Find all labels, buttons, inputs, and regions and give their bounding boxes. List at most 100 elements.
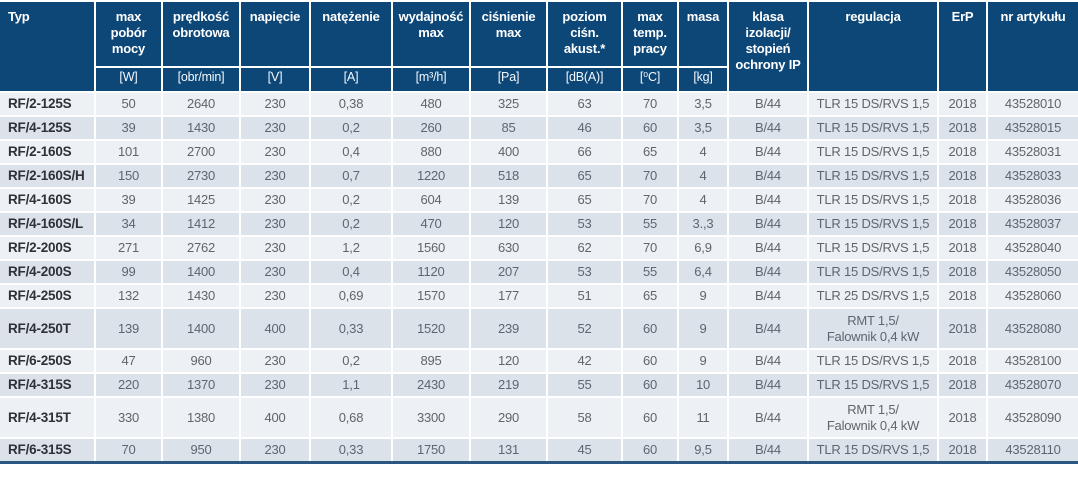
cell-poziom-cisn-akust: 63 — [546, 91, 623, 118]
cell-masa: 3,5 — [677, 91, 729, 118]
cell-napiecie: 230 — [239, 211, 311, 238]
cell-natezenie: 0,4 — [309, 259, 393, 286]
cell-masa: 4 — [677, 139, 729, 166]
cell-predkosc-obrotowa: 1400 — [161, 259, 241, 286]
cell-klasa-izolacji: B/44 — [727, 187, 809, 214]
cell-max-pobor-mocy: 70 — [94, 437, 163, 464]
cell-poziom-cisn-akust: 51 — [546, 283, 623, 310]
cell-klasa-izolacji: B/44 — [727, 235, 809, 262]
cell-masa: 9,5 — [677, 437, 729, 464]
cell-typ: RF/4-250S — [0, 283, 96, 310]
cell-nr-artykulu: 43528050 — [986, 259, 1078, 286]
table-row: RF/6-315S 70 950 230 0,33 1750 131 45 60 9,5 B/44 T… — [0, 437, 1078, 464]
unit-max-temp-pracy: [⁰C] — [621, 65, 679, 94]
cell-napiecie: 230 — [239, 348, 311, 375]
cell-max-temp-pracy: 70 — [621, 187, 679, 214]
cell-regulacja: TLR 15 DS/RVS 1,5 — [807, 259, 939, 286]
cell-poziom-cisn-akust: 53 — [546, 259, 623, 286]
cell-max-temp-pracy: 70 — [621, 163, 679, 190]
cell-predkosc-obrotowa: 1370 — [161, 372, 241, 399]
cell-nr-artykulu: 43528037 — [986, 211, 1078, 238]
cell-erp: 2018 — [937, 235, 988, 262]
cell-masa: 6,9 — [677, 235, 729, 262]
cell-klasa-izolacji: B/44 — [727, 348, 809, 375]
cell-erp: 2018 — [937, 163, 988, 190]
cell-napiecie: 230 — [239, 115, 311, 142]
cell-natezenie: 0,7 — [309, 163, 393, 190]
cell-max-pobor-mocy: 101 — [94, 139, 163, 166]
cell-predkosc-obrotowa: 2700 — [161, 139, 241, 166]
cell-max-temp-pracy: 60 — [621, 115, 679, 142]
cell-natezenie: 0,68 — [309, 396, 393, 440]
cell-max-temp-pracy: 70 — [621, 91, 679, 118]
cell-masa: 3,5 — [677, 115, 729, 142]
cell-cisnienie-max: 400 — [469, 139, 548, 166]
cell-poziom-cisn-akust: 58 — [546, 396, 623, 440]
cell-max-pobor-mocy: 39 — [94, 115, 163, 142]
cell-wydajnosc-max: 480 — [391, 91, 471, 118]
cell-masa: 3.,3 — [677, 211, 729, 238]
cell-masa: 9 — [677, 348, 729, 375]
cell-predkosc-obrotowa: 1425 — [161, 187, 241, 214]
cell-erp: 2018 — [937, 372, 988, 399]
cell-max-pobor-mocy: 99 — [94, 259, 163, 286]
cell-natezenie: 0,4 — [309, 139, 393, 166]
cell-klasa-izolacji: B/44 — [727, 396, 809, 440]
cell-napiecie: 230 — [239, 372, 311, 399]
cell-napiecie: 230 — [239, 91, 311, 118]
cell-klasa-izolacji: B/44 — [727, 139, 809, 166]
cell-klasa-izolacji: B/44 — [727, 115, 809, 142]
cell-predkosc-obrotowa: 1412 — [161, 211, 241, 238]
cell-natezenie: 0,2 — [309, 211, 393, 238]
cell-predkosc-obrotowa: 2730 — [161, 163, 241, 190]
cell-masa: 11 — [677, 396, 729, 440]
cell-masa: 9 — [677, 307, 729, 351]
column-header-klasa-izolacji: klasa izolacji/ stopień ochrony IP — [727, 0, 809, 94]
cell-regulacja: RMT 1,5/ Falownik 0,4 kW — [807, 307, 939, 351]
cell-predkosc-obrotowa: 1430 — [161, 115, 241, 142]
table-row: RF/2-200S 271 2762 230 1,2 1560 630 62 70 6,9 B/44… — [0, 235, 1078, 262]
cell-natezenie: 1,1 — [309, 372, 393, 399]
cell-predkosc-obrotowa: 1380 — [161, 396, 241, 440]
cell-natezenie: 0,33 — [309, 307, 393, 351]
cell-napiecie: 230 — [239, 235, 311, 262]
cell-max-pobor-mocy: 139 — [94, 307, 163, 351]
column-header-predkosc-obrotowa: prędkość obrotowa — [161, 0, 241, 68]
table-row: RF/4-250T 139 1400 400 0,33 1520 239 52 60 9 B/44 R… — [0, 307, 1078, 351]
cell-wydajnosc-max: 1220 — [391, 163, 471, 190]
column-header-natezenie: natężenie — [309, 0, 393, 68]
cell-wydajnosc-max: 1520 — [391, 307, 471, 351]
column-header-masa: masa — [677, 0, 729, 68]
table-header: Typ max pobór mocy prędkość obrotowa nap… — [0, 0, 1078, 94]
cell-nr-artykulu: 43528036 — [986, 187, 1078, 214]
cell-erp: 2018 — [937, 348, 988, 375]
cell-erp: 2018 — [937, 437, 988, 464]
unit-masa: [kg] — [677, 65, 728, 94]
cell-klasa-izolacji: B/44 — [727, 307, 809, 351]
cell-wydajnosc-max: 1750 — [391, 437, 471, 464]
column-header-regulacja: regulacja — [807, 0, 939, 94]
cell-regulacja: TLR 15 DS/RVS 1,5 — [807, 437, 939, 464]
cell-regulacja: TLR 15 DS/RVS 1,5 — [807, 163, 939, 190]
cell-max-pobor-mocy: 150 — [94, 163, 163, 190]
cell-predkosc-obrotowa: 1430 — [161, 283, 241, 310]
cell-cisnienie-max: 120 — [469, 211, 548, 238]
cell-erp: 2018 — [937, 211, 988, 238]
cell-masa: 10 — [677, 372, 729, 399]
cell-natezenie: 0,2 — [309, 187, 393, 214]
cell-wydajnosc-max: 2430 — [391, 372, 471, 399]
cell-natezenie: 0,33 — [309, 437, 393, 464]
cell-natezenie: 0,2 — [309, 115, 393, 142]
cell-cisnienie-max: 85 — [469, 115, 548, 142]
cell-nr-artykulu: 43528110 — [986, 437, 1078, 464]
column-header-max-pobor-mocy: max pobór mocy — [94, 0, 163, 68]
cell-wydajnosc-max: 3300 — [391, 396, 471, 440]
cell-nr-artykulu: 43528070 — [986, 372, 1078, 399]
cell-max-temp-pracy: 65 — [621, 283, 679, 310]
cell-erp: 2018 — [937, 139, 988, 166]
cell-regulacja: TLR 15 DS/RVS 1,5 — [807, 115, 939, 142]
column-header-max-temp-pracy: max temp. pracy — [621, 0, 679, 68]
cell-max-pobor-mocy: 50 — [94, 91, 163, 118]
unit-natezenie: [A] — [309, 65, 393, 94]
cell-cisnienie-max: 120 — [469, 348, 548, 375]
